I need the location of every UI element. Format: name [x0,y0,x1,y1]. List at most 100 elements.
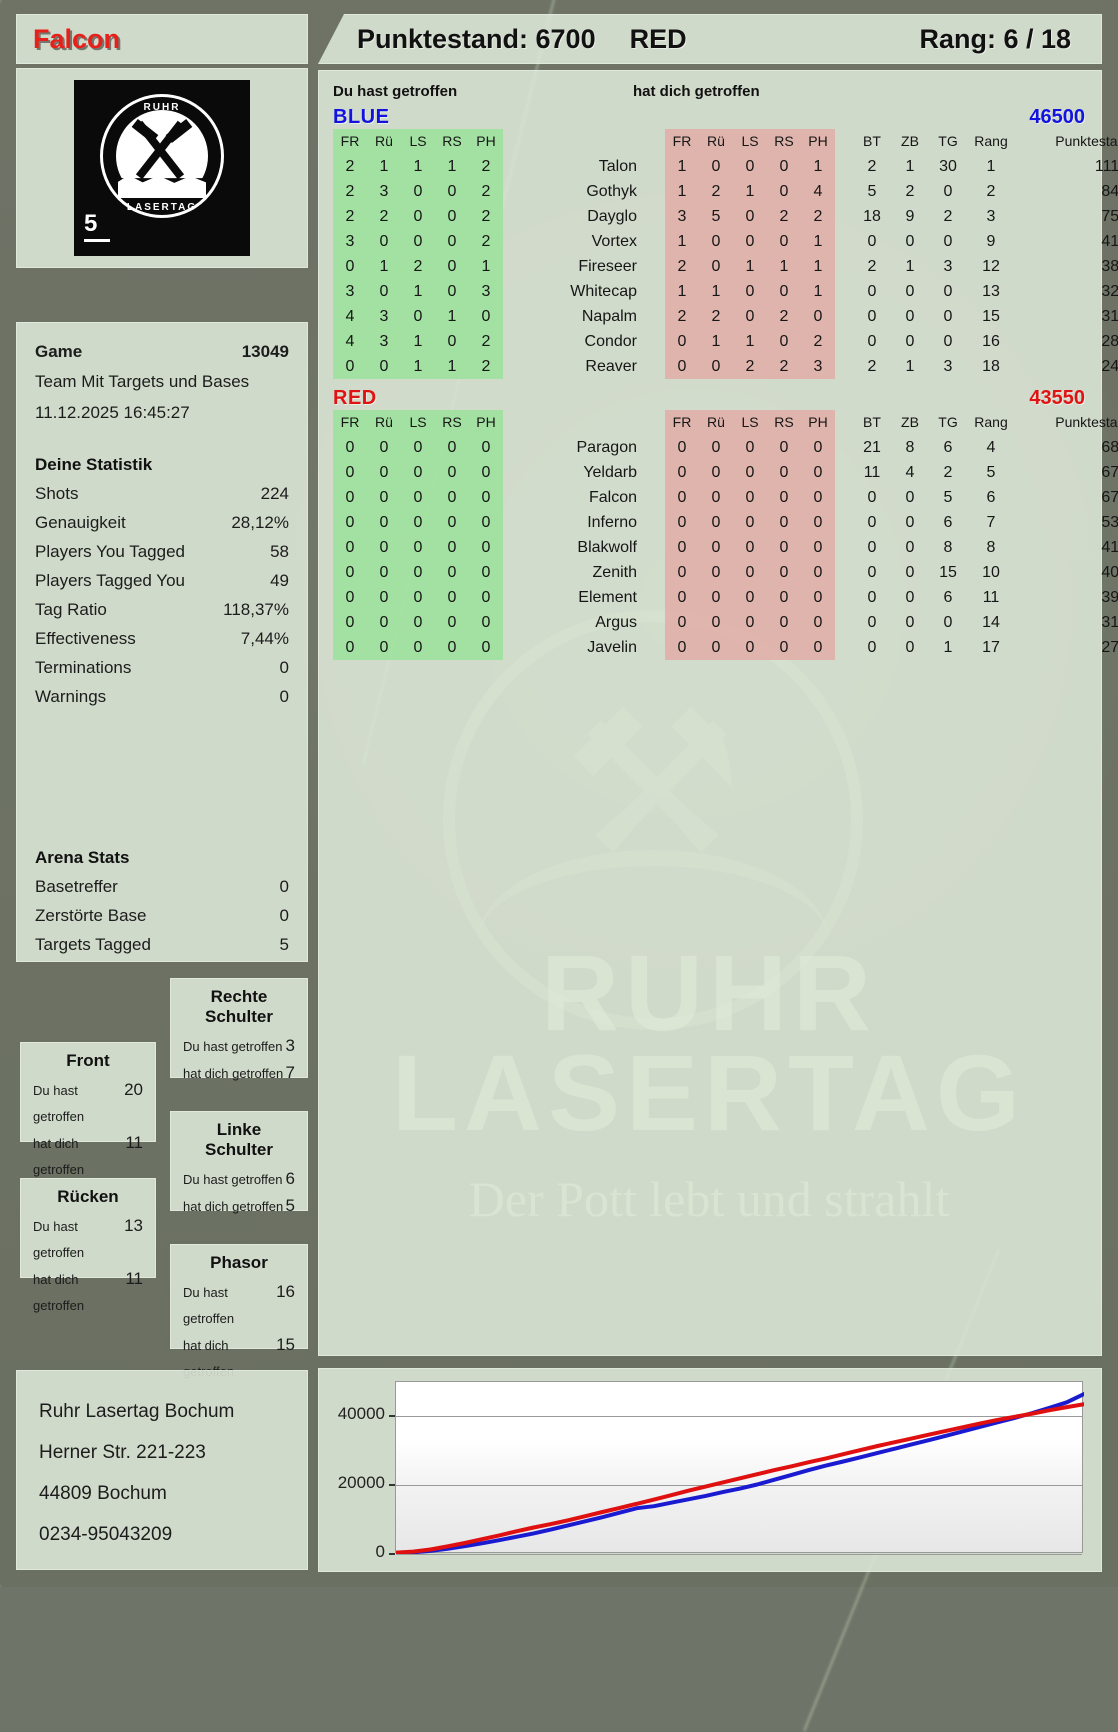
table-row[interactable]: 30002Vortex1000100094100 [333,229,1118,254]
bodypart-gothit-row: hat dich getroffen 7 [183,1060,295,1087]
table-row[interactable]: 30103Whitecap11001000133200 [333,279,1118,304]
cell-bt: 0 [867,589,877,606]
table-row[interactable]: 21112Talon100012130111100 [333,154,1118,179]
table-row[interactable]: 00000Javelin00000001172700 [333,635,1118,660]
cell-got-hit: 0 [699,535,733,560]
cell-hit: 2 [401,254,435,279]
team-header: BLUE 46500 [333,106,1085,129]
cell-got-hit: 1 [801,279,835,304]
arena-stats-list: Basetreffer 0 Zerstörte Base 0 Targets Tagge… [35,872,289,959]
cell-zb: 8 [905,439,915,456]
got-hit-label: hat dich getroffen [183,1066,284,1081]
cell-rang: 9 [986,233,996,250]
chart-gridline [396,1416,1082,1418]
player-name[interactable]: Talon [598,158,637,175]
player-name[interactable]: Javelin [587,639,637,656]
score-label: Punktestand: 6700 [357,23,596,54]
ruhr-lasertag-logo-icon: RUHR LASERTAG 5 [74,80,250,256]
cell-got-hit: 0 [665,585,699,610]
player-name[interactable]: Paragon [576,439,638,456]
got-hit-label: hat dich getroffen [33,1136,85,1177]
cell-tg: 2 [943,464,953,481]
personal-stat-row: Terminations 0 [35,653,289,682]
player-name[interactable]: Falcon [588,489,637,506]
col-header-FR: FR [333,410,367,435]
arena-stats-title: Arena Stats [35,848,130,867]
cell-hit: 0 [367,279,401,304]
cell-tg: 0 [943,614,953,631]
table-row[interactable]: 00000Blakwolf0000000884150 [333,535,1118,560]
hit-you-header: hat dich getroffen [633,83,760,100]
you-hit-header: Du hast getroffen [333,83,458,100]
cell-zb: 0 [905,539,915,556]
cell-score: 3950 [1101,589,1118,606]
cell-got-hit: 1 [665,229,699,254]
cell-tg: 8 [943,539,953,556]
player-name[interactable]: Gothyk [586,183,637,200]
stat-value: 118,37% [223,600,289,619]
cell-got-hit: 0 [699,154,733,179]
player-name[interactable]: Argus [595,614,637,631]
table-row[interactable]: 00000Paragon00000218646850 [333,435,1118,460]
cell-got-hit: 0 [767,329,801,354]
table-row[interactable]: 00112Reaver00223213182450 [333,354,1118,379]
got-hit-label: hat dich getroffen [183,1199,284,1214]
arena-stat-row: Targets Tagged 5 [35,930,289,959]
team-header: RED 43550 [333,387,1085,410]
cell-hit: 0 [333,535,367,560]
table-row[interactable]: 00000Element00000006113950 [333,585,1118,610]
cell-tg: 3 [943,358,953,375]
player-name[interactable]: Element [578,589,637,606]
cell-got-hit: 0 [699,435,733,460]
table-row[interactable]: 43010Napalm22020000153100 [333,304,1118,329]
stat-label: Tag Ratio [35,600,107,619]
player-name[interactable]: Vortex [591,233,637,250]
cell-hit: 0 [367,460,401,485]
cell-zb: 0 [905,589,915,606]
col-header-RS: RS [435,410,469,435]
cell-rang: 2 [986,183,996,200]
player-name[interactable]: Napalm [581,308,637,325]
got-hit-value: 7 [285,1063,295,1082]
chart-series-group [396,1392,1084,1554]
bodypart-hit-row: Du hast getroffen 6 [183,1166,295,1193]
cell-score: 2700 [1101,639,1118,656]
table-row[interactable]: 22002Dayglo35022189237550 [333,204,1118,229]
cell-got-hit: 0 [733,229,767,254]
cell-got-hit: 2 [733,354,767,379]
player-name[interactable]: Zenith [592,564,637,581]
chart-gridline [396,1554,1082,1555]
cell-got-hit: 0 [767,585,801,610]
cell-got-hit: 0 [801,510,835,535]
table-row[interactable]: 00000Inferno0000000675350 [333,510,1118,535]
player-name-bar: Falcon [16,14,308,64]
cell-zb: 0 [905,489,915,506]
cell-got-hit: 0 [733,560,767,585]
table-row[interactable]: 23002Gothyk1210452028400 [333,179,1118,204]
cell-hit: 2 [333,204,367,229]
player-name[interactable]: Whitecap [570,283,637,300]
col-header-PH: PH [469,129,503,154]
player-name[interactable]: Yeldarb [583,464,637,481]
table-row[interactable]: 00000Zenith000000015104050 [333,560,1118,585]
personal-stat-row: Genauigkeit 28,12% [35,508,289,537]
cell-got-hit: 0 [767,610,801,635]
player-name[interactable]: Fireseer [578,258,637,275]
player-name[interactable]: Inferno [587,514,637,531]
table-row[interactable]: 01201Fireseer20111213123800 [333,254,1118,279]
player-name[interactable]: Dayglo [587,208,637,225]
cell-hit: 0 [435,179,469,204]
bodypart-phasor: Phasor Du hast getroffen 16 hat dich get… [170,1244,308,1379]
cell-hit: 0 [401,610,435,635]
player-name[interactable]: Reaver [585,358,637,375]
bodypart-hit-row: Du hast getroffen 16 [183,1279,295,1332]
player-name[interactable]: Blakwolf [577,539,637,556]
player-name[interactable]: Condor [584,333,637,350]
cell-got-hit: 0 [733,279,767,304]
cell-hit: 3 [333,229,367,254]
chart-gridline [396,1485,1082,1487]
